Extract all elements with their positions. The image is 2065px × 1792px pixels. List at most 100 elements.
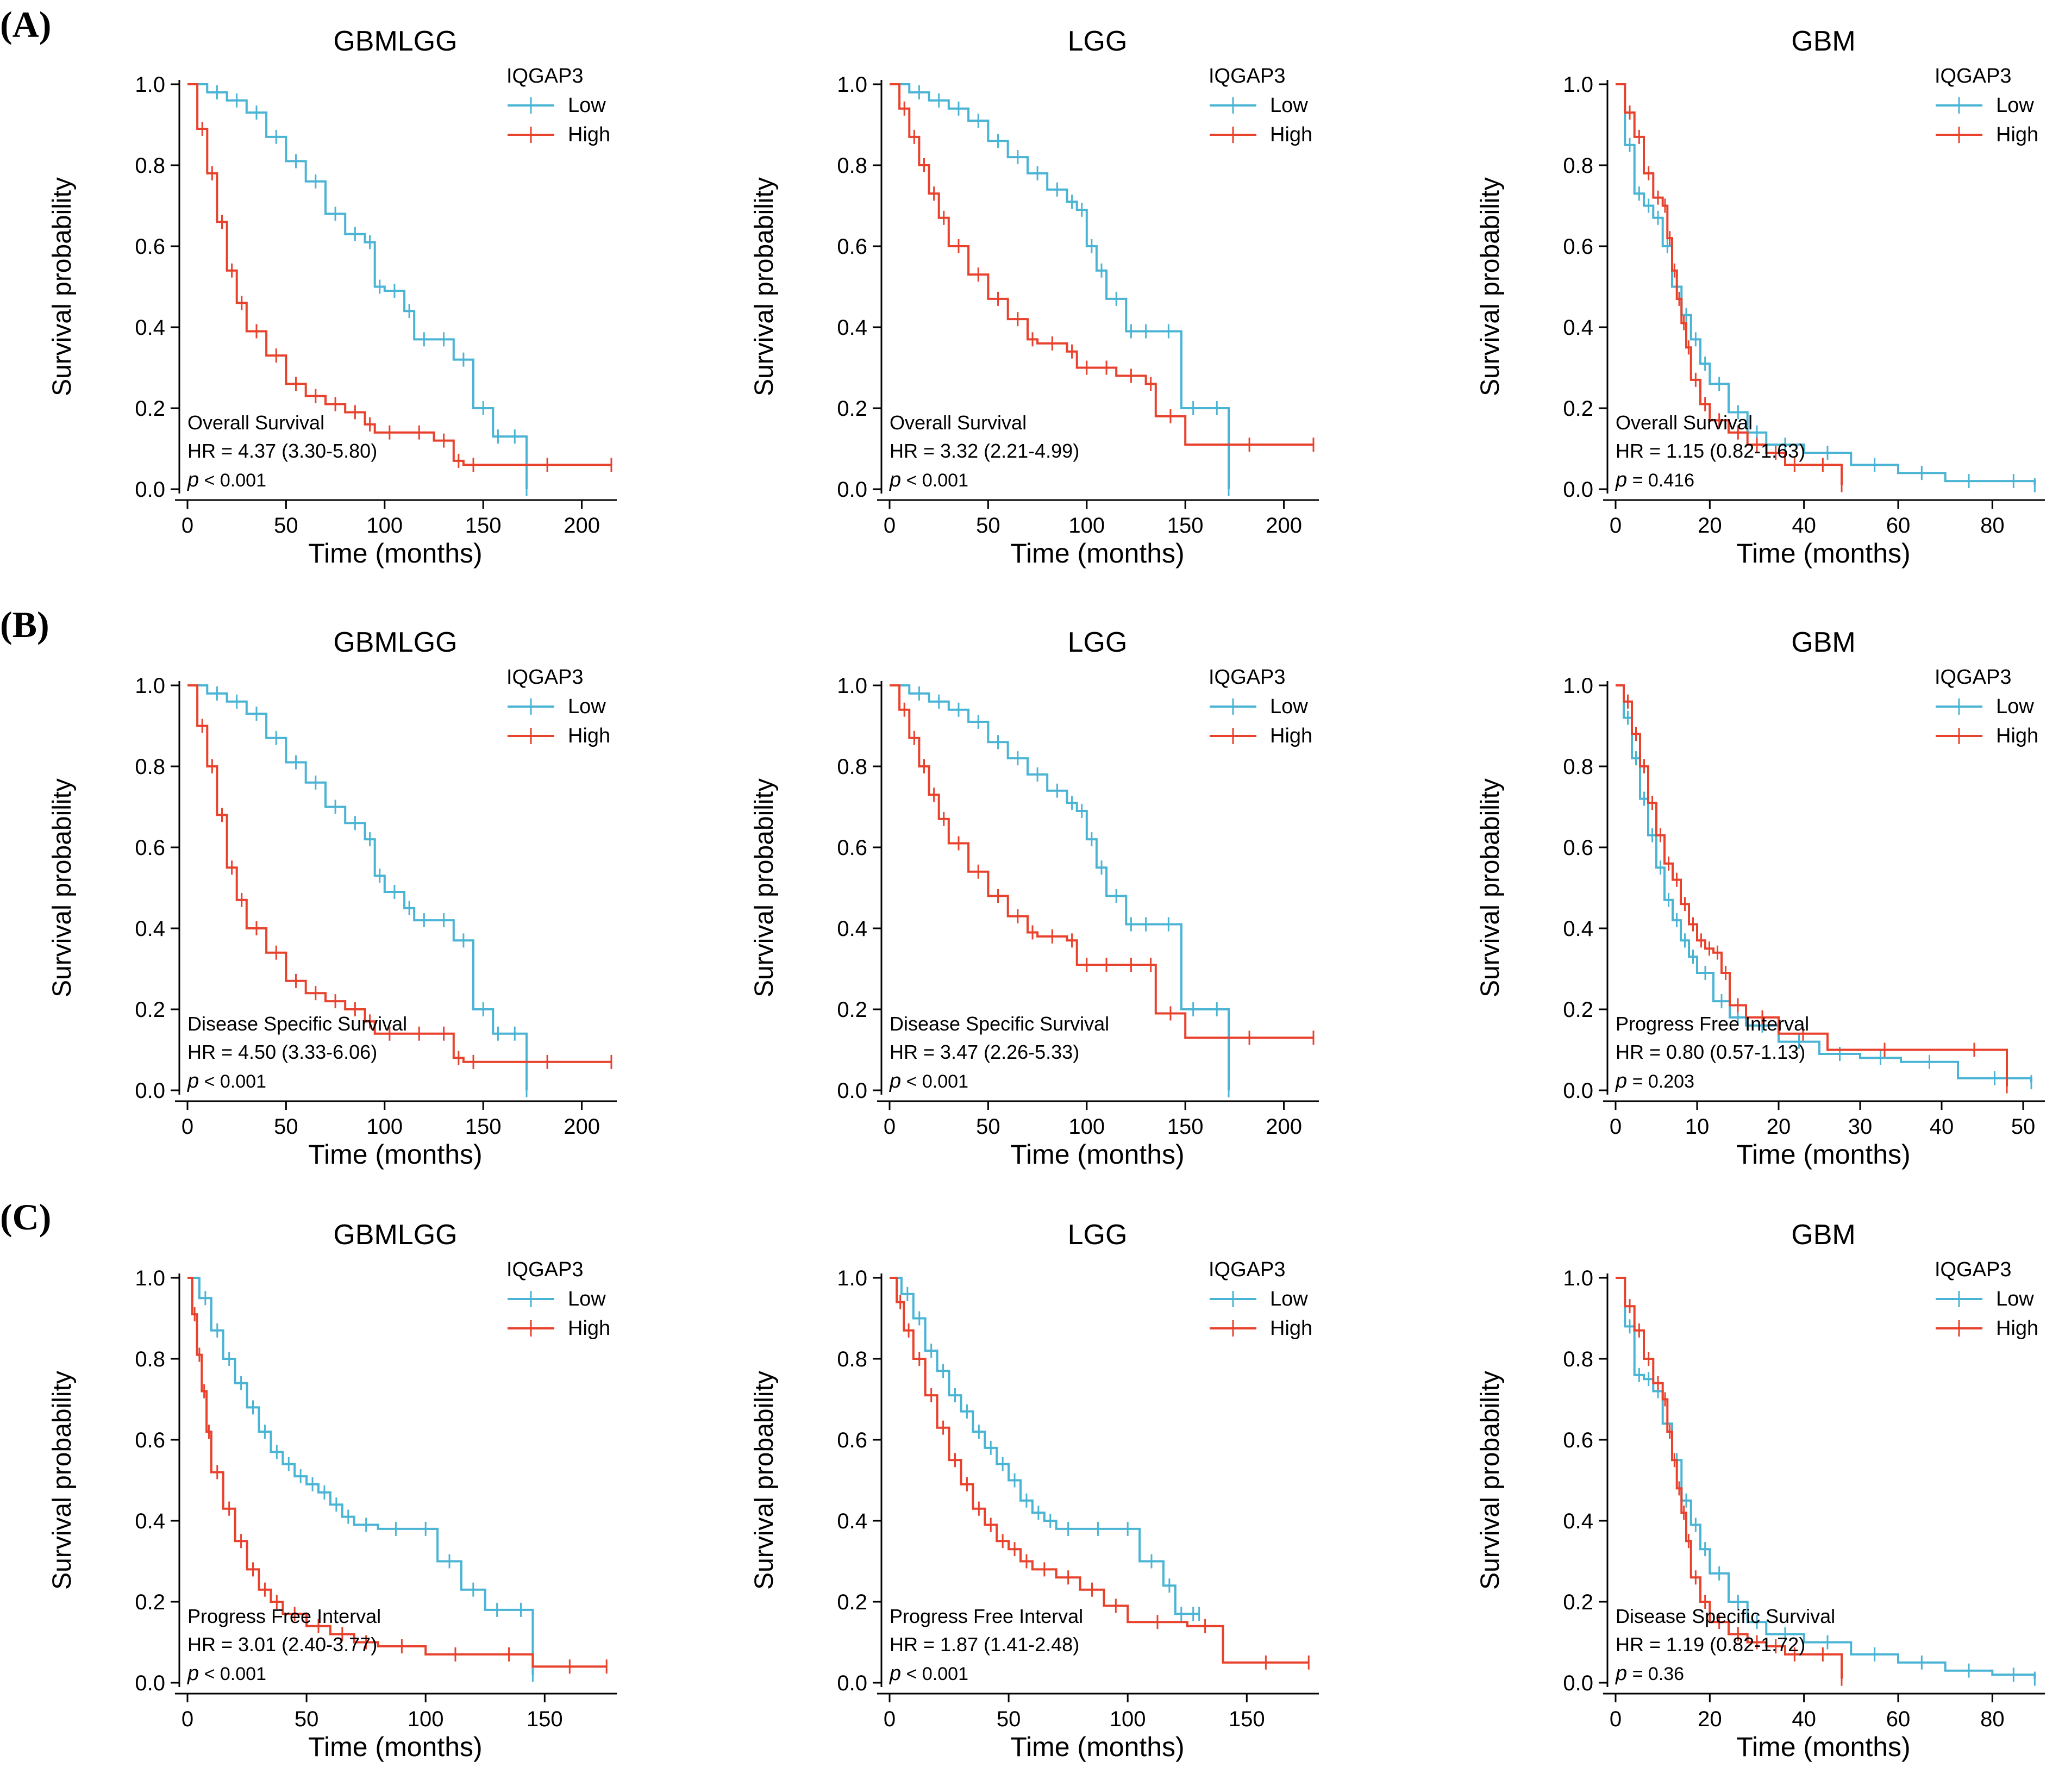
p-value: p < 0.001 [889, 1070, 968, 1092]
legend-label-high: High [568, 725, 610, 747]
y-tick-label: 0.0 [135, 1079, 165, 1103]
y-tick-label: 0.6 [135, 1428, 165, 1452]
x-tick-label: 100 [366, 514, 403, 538]
x-tick-label: 100 [1068, 514, 1105, 538]
y-tick-label: 0.2 [837, 998, 867, 1022]
y-tick-label: 0.0 [135, 1671, 165, 1695]
panel-title: LGG [1068, 1219, 1128, 1251]
legend-label-low: Low [1270, 1288, 1308, 1310]
stats-annotation: Overall Survival HR = 1.15 (0.82-1.63) p =… [1615, 411, 1805, 491]
censor-marks-high [903, 702, 1315, 1045]
legend-label-low: Low [1996, 1288, 2034, 1310]
x-tick-label: 0 [1610, 1115, 1622, 1139]
p-value: p < 0.001 [889, 469, 968, 491]
stats-annotation: Progress Free Interval HR = 1.87 (1.41-2.… [889, 1605, 1083, 1685]
y-tick-label: 1.0 [1563, 674, 1593, 698]
x-tick-label: 40 [1792, 1707, 1816, 1731]
x-tick-label: 20 [1767, 1115, 1791, 1139]
y-tick-label: 0.2 [135, 397, 165, 421]
axes [175, 681, 617, 1102]
p-symbol: p [889, 1070, 901, 1092]
p-value-number: < 0.001 [901, 1664, 968, 1684]
x-tick-label: 10 [1685, 1115, 1710, 1139]
endpoint-label: Progress Free Interval [1616, 1013, 1809, 1035]
y-tick-label: 0.6 [1563, 1428, 1593, 1452]
panel-title: GBM [1791, 26, 1855, 57]
y-tick-label: 0.6 [837, 235, 867, 259]
row-labels: (A) (B) (C) [0, 4, 51, 1238]
legend-title: IQGAP3 [1935, 65, 2012, 88]
y-tick-label: 0.2 [1563, 397, 1593, 421]
panel-title: GBMLGG [333, 26, 457, 57]
y-tick-label: 0.0 [135, 478, 165, 502]
y-axis-label: Survival probability [1476, 1371, 1505, 1590]
x-tick-label: 100 [408, 1707, 444, 1731]
legend-title: IQGAP3 [506, 65, 584, 88]
legend-title: IQGAP3 [506, 666, 584, 689]
x-tick-label: 100 [1110, 1707, 1146, 1731]
panel-title: GBMLGG [333, 1219, 457, 1251]
x-tick-label: 50 [976, 1115, 1000, 1139]
legend: IQGAP3 Low High [1209, 666, 1312, 747]
x-axis-label: Time (months) [1010, 538, 1184, 569]
y-tick-label: 0.4 [1563, 917, 1593, 941]
endpoint-label: Overall Survival [187, 411, 324, 434]
hazard-ratio: HR = 0.80 (0.57-1.13) [1616, 1041, 1805, 1063]
x-axis-label: Time (months) [308, 1139, 482, 1170]
y-tick-label: 1.0 [837, 674, 867, 698]
legend: IQGAP3 Low High [1935, 1258, 2038, 1340]
y-tick-label: 0.2 [135, 1590, 165, 1614]
endpoint-label: Overall Survival [1616, 411, 1753, 434]
legend-label-high: High [1996, 123, 2038, 146]
p-symbol: p [187, 1662, 199, 1685]
panel-title: GBMLGG [333, 627, 457, 658]
p-value: p < 0.001 [187, 1070, 266, 1092]
x-tick-label: 0 [1610, 1707, 1622, 1731]
x-tick-label: 100 [366, 1115, 403, 1139]
y-axis-label: Survival probability [750, 778, 779, 997]
x-tick-label: 80 [1980, 1707, 2005, 1731]
legend-label-low: Low [1996, 695, 2034, 718]
hazard-ratio: HR = 3.01 (2.40-3.77) [187, 1633, 377, 1656]
y-tick-label: 1.0 [135, 73, 165, 97]
stats-annotation: Disease Specific Survival HR = 4.50 (3.33… [187, 1013, 407, 1092]
censor-marks-low [918, 85, 1230, 496]
y-tick-label: 0.2 [1563, 998, 1593, 1022]
y-axis-label: Survival probability [48, 177, 77, 396]
axes [1603, 681, 2045, 1102]
y-tick-label: 0.8 [837, 755, 867, 779]
y-axis-label: Survival probability [1476, 778, 1505, 997]
censor-marks-high [193, 1307, 608, 1674]
y-tick-label: 0.6 [135, 235, 165, 259]
stats-annotation: Overall Survival HR = 3.32 (2.21-4.99) p <… [889, 411, 1079, 491]
panel-title: LGG [1068, 26, 1128, 57]
hazard-ratio: HR = 1.19 (0.82-1.72) [1616, 1633, 1805, 1656]
p-value-number: = 0.203 [1627, 1071, 1694, 1092]
x-tick-label: 200 [1266, 514, 1302, 538]
censor-marks-high [899, 1295, 1310, 1670]
legend-label-low: Low [568, 695, 606, 718]
km-curve-low [187, 1277, 534, 1675]
y-tick-label: 1.0 [837, 1266, 867, 1290]
km-panel-3: GBM 0.0 0.2 0.4 0.6 0.8 1.0 0 20 40 60 80 Time (mont… [1476, 26, 2045, 569]
censor-marks-high [903, 101, 1315, 452]
x-axis-label: Time (months) [1010, 1732, 1184, 1762]
km-curve-high [890, 684, 1313, 1039]
x-tick-label: 0 [182, 1707, 193, 1731]
y-tick-label: 0.4 [135, 917, 165, 941]
x-tick-label: 50 [274, 514, 298, 538]
y-axis-label: Survival probability [48, 1371, 77, 1590]
x-tick-label: 80 [1980, 514, 2005, 538]
legend: IQGAP3 Low High [1209, 1258, 1312, 1340]
km-panel-7: GBMLGG 0.0 0.2 0.4 0.6 0.8 1.0 0 50 100 150 Time (m… [48, 1219, 617, 1762]
km-panel-5: LGG 0.0 0.2 0.4 0.6 0.8 1.0 0 50 100 150 200 Time (m… [750, 627, 1319, 1170]
stats-annotation: Progress Free Interval HR = 3.01 (2.40-3.… [187, 1605, 381, 1685]
km-panel-1: GBMLGG 0.0 0.2 0.4 0.6 0.8 1.0 0 50 100 150 200 Time… [48, 26, 617, 569]
axes [1603, 1273, 2045, 1695]
censor-marks-high [1629, 1299, 1843, 1686]
y-tick-label: 0.8 [135, 154, 165, 178]
y-tick-label: 0.2 [1563, 1590, 1593, 1614]
x-tick-label: 30 [1848, 1115, 1873, 1139]
legend-title: IQGAP3 [1935, 666, 2012, 689]
